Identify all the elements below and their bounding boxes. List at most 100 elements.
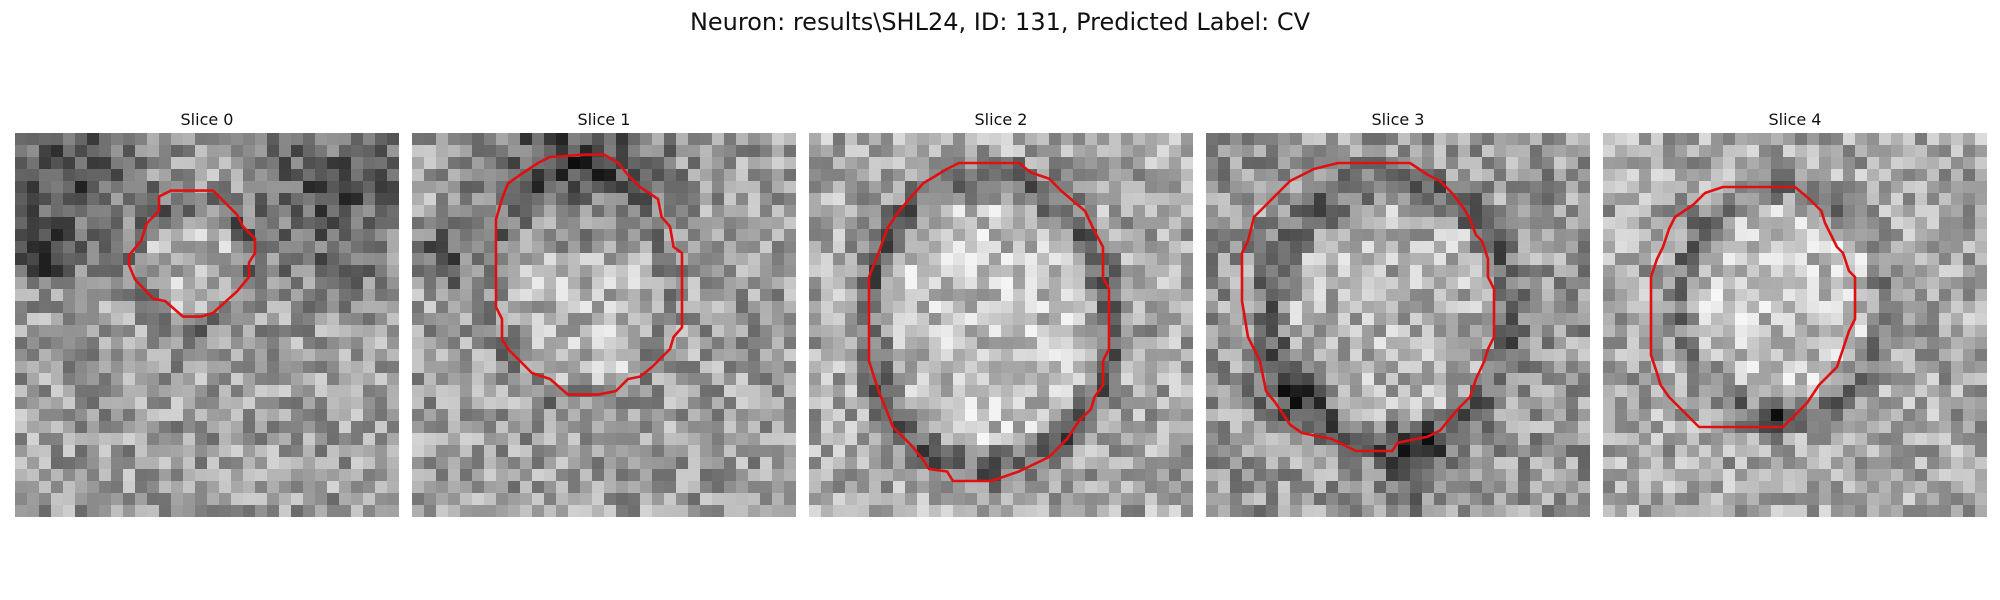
pixel bbox=[484, 205, 497, 218]
pixel bbox=[1867, 217, 1880, 230]
pixel bbox=[51, 409, 64, 422]
pixel bbox=[857, 169, 870, 182]
pixel bbox=[869, 181, 882, 194]
pixel bbox=[267, 397, 280, 410]
pixel bbox=[1350, 349, 1363, 362]
pixel bbox=[1374, 301, 1387, 314]
pixel bbox=[171, 325, 184, 338]
pixel bbox=[436, 169, 449, 182]
pixel bbox=[1350, 241, 1363, 254]
pixel bbox=[580, 325, 593, 338]
pixel bbox=[544, 349, 557, 362]
pixel bbox=[484, 229, 497, 242]
pixel bbox=[291, 325, 304, 338]
pixel bbox=[1542, 133, 1555, 146]
pixel bbox=[760, 277, 773, 290]
pixel bbox=[315, 385, 328, 398]
pixel bbox=[363, 205, 376, 218]
pixel bbox=[87, 253, 100, 266]
pixel bbox=[1975, 409, 1987, 422]
pixel bbox=[1699, 445, 1712, 458]
pixel bbox=[640, 481, 653, 494]
pixel bbox=[1181, 349, 1193, 362]
pixel bbox=[1049, 481, 1062, 494]
pixel bbox=[171, 445, 184, 458]
pixel bbox=[99, 457, 112, 470]
pixel bbox=[736, 397, 749, 410]
pixel bbox=[604, 205, 617, 218]
pixel bbox=[1627, 205, 1640, 218]
pixel bbox=[39, 433, 52, 446]
pixel bbox=[327, 361, 340, 374]
pixel bbox=[123, 277, 136, 290]
pixel bbox=[315, 337, 328, 350]
pixel bbox=[1819, 409, 1832, 422]
pixel bbox=[857, 265, 870, 278]
pixel bbox=[520, 337, 533, 350]
pixel bbox=[1639, 265, 1652, 278]
pixel bbox=[255, 217, 268, 230]
pixel bbox=[821, 397, 834, 410]
pixel bbox=[1446, 133, 1459, 146]
pixel bbox=[532, 397, 545, 410]
pixel bbox=[941, 181, 954, 194]
pixel bbox=[1482, 457, 1495, 470]
pixel bbox=[544, 301, 557, 314]
pixel bbox=[1049, 169, 1062, 182]
pixel bbox=[1963, 325, 1976, 338]
pixel bbox=[1518, 313, 1531, 326]
pixel bbox=[508, 385, 521, 398]
pixel bbox=[917, 205, 930, 218]
pixel bbox=[989, 193, 1002, 206]
pixel bbox=[1266, 493, 1279, 506]
pixel bbox=[1603, 169, 1616, 182]
pixel bbox=[195, 265, 208, 278]
pixel bbox=[592, 397, 605, 410]
pixel bbox=[1975, 313, 1987, 326]
pixel bbox=[1254, 433, 1267, 446]
pixel bbox=[147, 481, 160, 494]
pixel bbox=[1446, 253, 1459, 266]
pixel bbox=[917, 229, 930, 242]
pixel bbox=[1169, 277, 1182, 290]
pixel bbox=[1735, 337, 1748, 350]
pixel bbox=[123, 169, 136, 182]
pixel bbox=[1651, 397, 1664, 410]
pixel bbox=[652, 373, 665, 386]
pixel bbox=[27, 229, 40, 242]
pixel bbox=[1494, 265, 1507, 278]
pixel bbox=[39, 157, 52, 170]
pixel bbox=[1795, 145, 1808, 158]
pixel bbox=[1554, 457, 1567, 470]
pixel bbox=[1939, 289, 1952, 302]
pixel bbox=[1278, 385, 1291, 398]
pixel bbox=[1879, 445, 1892, 458]
pixel bbox=[171, 229, 184, 242]
pixel bbox=[1350, 193, 1363, 206]
pixel bbox=[1085, 313, 1098, 326]
pixel bbox=[1939, 277, 1952, 290]
pixel bbox=[881, 337, 894, 350]
pixel bbox=[1819, 145, 1832, 158]
pixel bbox=[159, 133, 172, 146]
pixel bbox=[965, 457, 978, 470]
pixel bbox=[845, 481, 858, 494]
pixel bbox=[1771, 361, 1784, 374]
pixel bbox=[460, 301, 473, 314]
pixel bbox=[1819, 337, 1832, 350]
pixel bbox=[1362, 361, 1375, 374]
pixel bbox=[857, 289, 870, 302]
pixel bbox=[171, 217, 184, 230]
pixel bbox=[556, 409, 569, 422]
pixel bbox=[1133, 361, 1146, 374]
pixel bbox=[1350, 481, 1363, 494]
pixel bbox=[1891, 265, 1904, 278]
pixel bbox=[1037, 385, 1050, 398]
pixel bbox=[1506, 433, 1519, 446]
pixel bbox=[1013, 409, 1026, 422]
pixel bbox=[1494, 253, 1507, 266]
pixel bbox=[1230, 145, 1243, 158]
pixel bbox=[484, 265, 497, 278]
pixel bbox=[1446, 301, 1459, 314]
pixel bbox=[1927, 373, 1940, 386]
